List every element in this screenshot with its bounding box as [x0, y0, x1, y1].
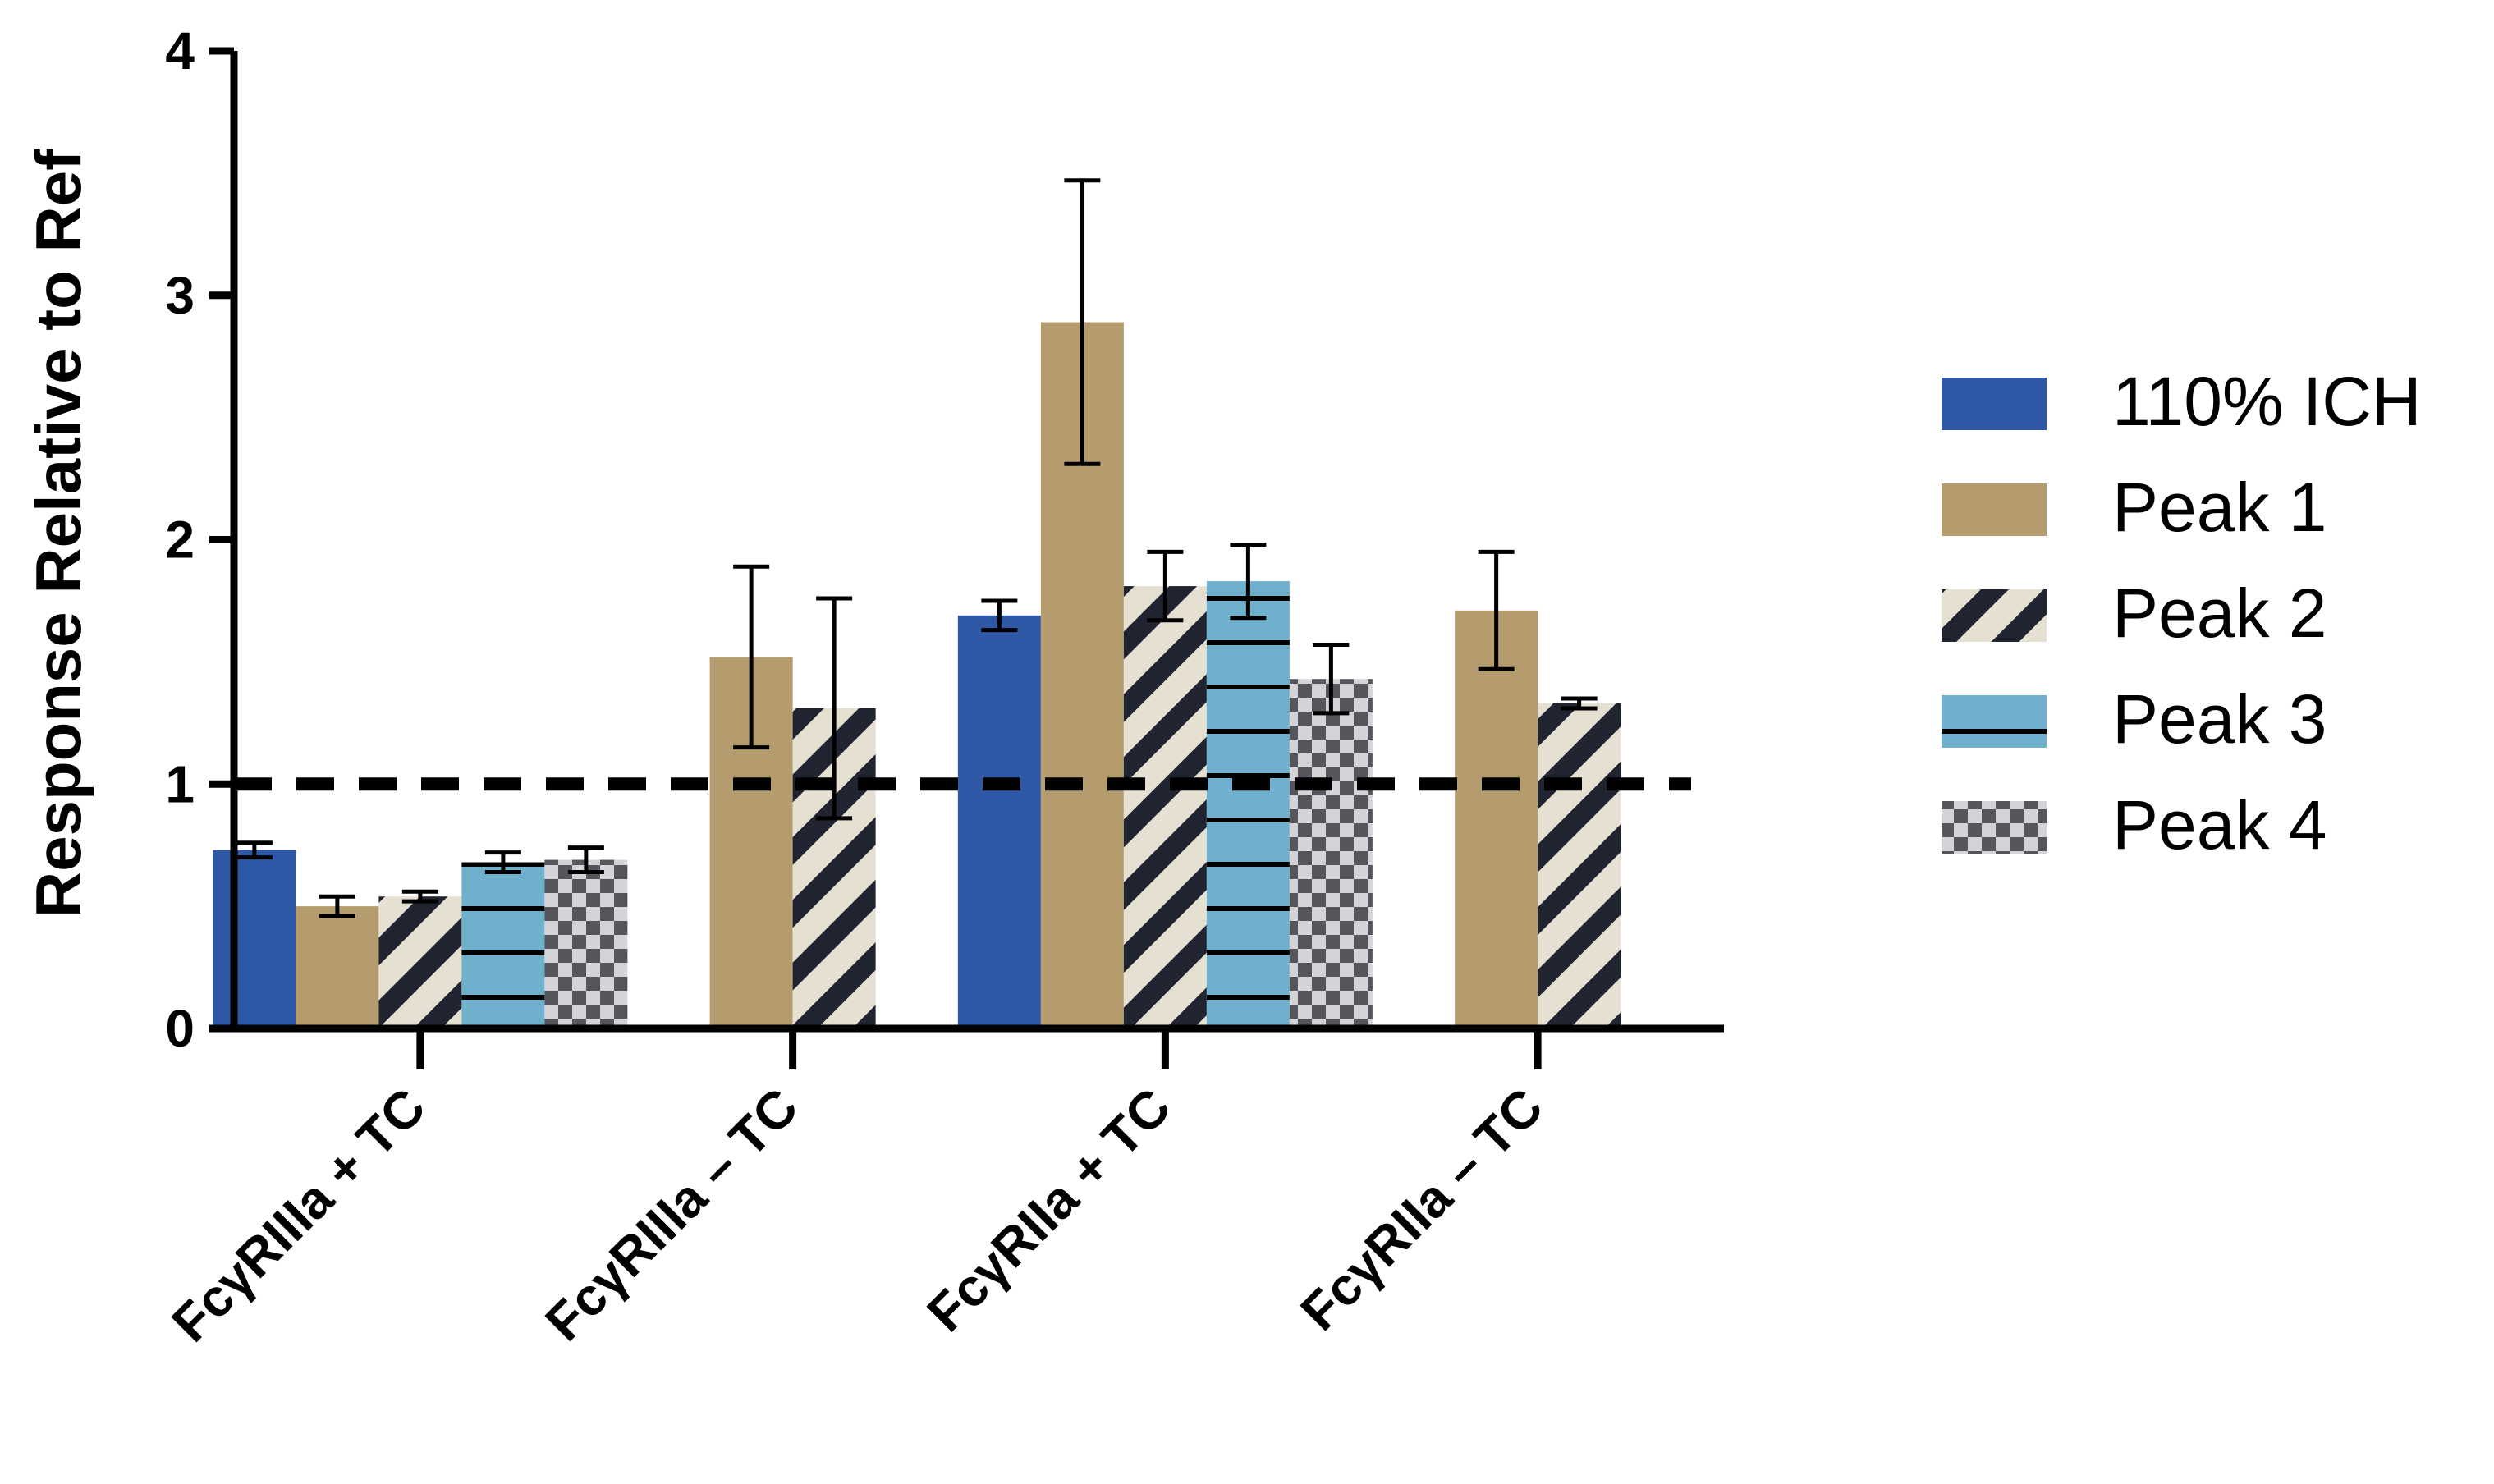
y-tick-label: 4	[165, 21, 195, 80]
legend-label: Peak 4	[2112, 786, 2327, 863]
bar-peak-4-cat-3	[1289, 679, 1373, 1028]
legend-label: Peak 2	[2112, 575, 2327, 652]
bar-peak-3-cat-1	[461, 862, 545, 1028]
error-bar-peak-2-cat-2	[816, 596, 853, 821]
legend-label: Peak 1	[2112, 469, 2327, 546]
y-tick-label: 2	[165, 511, 195, 570]
legend-swatch	[1942, 378, 2047, 430]
bar-110-ich-cat-3	[957, 615, 1041, 1028]
x-category-label: FcγRIIa + TC	[915, 1077, 1181, 1343]
x-category-label: FcγRIIIa + TC	[160, 1077, 436, 1353]
error-bar-peak-1-cat-3	[1064, 178, 1101, 466]
bar-peak-2-cat-3	[1123, 586, 1207, 1028]
error-bar-peak-3-cat-3	[1230, 542, 1267, 621]
bar-peak-4-cat-1	[544, 859, 628, 1028]
y-tick-label: 3	[165, 266, 195, 325]
legend-label: 110% ICH	[2112, 363, 2422, 440]
legend-item-peak-1: Peak 1	[1942, 469, 2327, 546]
legend-label: Peak 3	[2112, 680, 2327, 758]
error-bar-peak-2-cat-4	[1561, 696, 1598, 711]
x-category-label: FcγRIIa – TC	[1289, 1077, 1554, 1342]
y-axis-title: Response Relative to Ref	[22, 149, 94, 918]
error-bar-peak-2-cat-3	[1147, 549, 1184, 623]
bar-peak-1-cat-4	[1455, 610, 1538, 1028]
error-bar-peak-1-cat-2	[733, 564, 770, 750]
bar-peak-2-cat-1	[378, 896, 462, 1028]
error-bar-peak-4-cat-1	[567, 845, 604, 874]
error-bar-peak-3-cat-1	[484, 850, 521, 874]
error-bar-110-ich-cat-1	[236, 840, 273, 860]
legend-item-110-ich: 110% ICH	[1942, 363, 2422, 440]
legend-swatch	[1942, 483, 2047, 536]
bar-peak-1-cat-1	[296, 906, 379, 1028]
x-category-label: FcγRIIIa – TC	[534, 1077, 809, 1352]
error-bars	[236, 178, 1598, 918]
legend-item-peak-4: Peak 4	[1942, 786, 2327, 863]
legend-swatch	[1942, 801, 2047, 854]
legend-swatch	[1942, 589, 2047, 642]
bar-peak-3-cat-3	[1206, 581, 1290, 1028]
y-tick-label: 1	[165, 754, 195, 813]
legend: 110% ICH Peak 1 Peak 2 Peak 3 Peak 4	[1942, 363, 2422, 863]
error-bar-peak-2-cat-1	[401, 889, 438, 904]
error-bar-peak-4-cat-3	[1313, 643, 1350, 716]
bars	[213, 322, 1621, 1028]
error-bar-peak-1-cat-4	[1478, 549, 1515, 671]
legend-swatch	[1942, 695, 2047, 748]
bar-peak-2-cat-4	[1538, 703, 1621, 1028]
y-tick-label: 0	[165, 999, 195, 1058]
error-bar-peak-1-cat-1	[319, 894, 355, 918]
legend-item-peak-2: Peak 2	[1942, 575, 2327, 652]
legend-item-peak-3: Peak 3	[1942, 680, 2327, 758]
bar-110-ich-cat-1	[213, 850, 296, 1028]
error-bar-110-ich-cat-3	[981, 598, 1018, 633]
